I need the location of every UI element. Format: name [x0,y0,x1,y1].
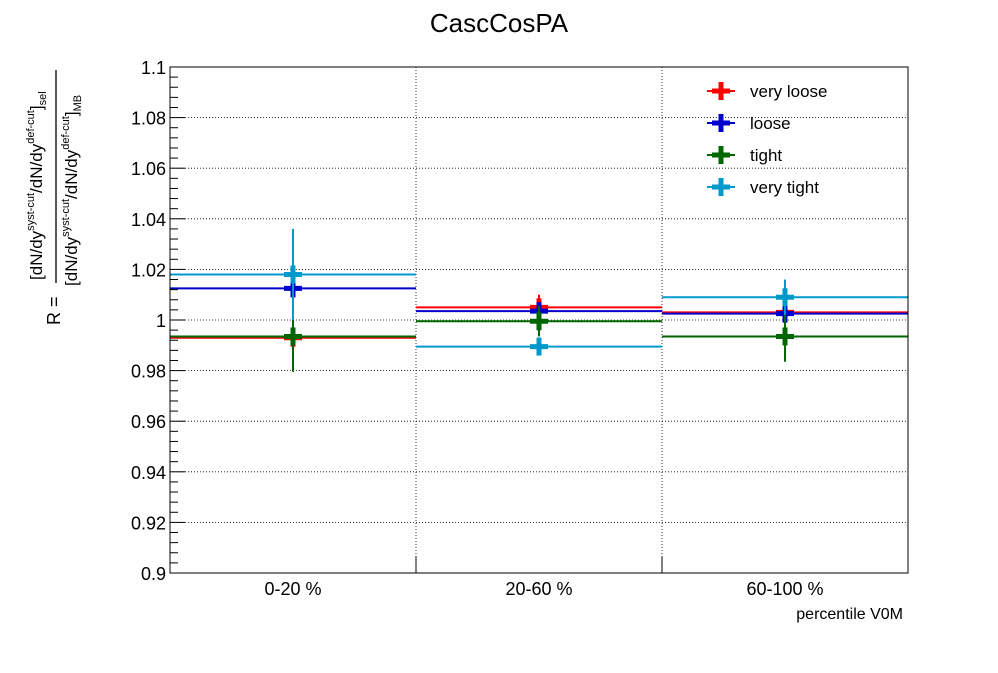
chart-title: CascCosPA [430,8,569,38]
series-layer [170,228,908,372]
y-tick-label: 0.92 [131,513,166,533]
x-tick-label: 60-100 % [746,579,823,599]
y-tick-label: 1.06 [131,159,166,179]
y-tick-label: 0.9 [141,564,166,584]
y-tick-label: 1.08 [131,109,166,129]
y-tick-label: 0.98 [131,362,166,382]
y-tick-label: 1.02 [131,260,166,280]
x-tick-label: 0-20 % [264,579,321,599]
y-tick-label: 0.94 [131,463,166,483]
y-tick-label: 1 [156,311,166,331]
x-axis-label: percentile V0M [796,606,903,623]
legend-label: loose [750,114,791,133]
series-very-tight [170,228,908,356]
x-tick-label: 20-60 % [505,579,572,599]
y-label-denominator: [dN/dysyst-cut/dN/dydef-cut]MB [60,95,84,286]
series-tight [170,301,908,372]
y-axis-label: R = [dN/dysyst-cut/dN/dydef-cut]sel [dN/… [25,70,84,325]
y-tick-label: 1.04 [131,210,166,230]
y-tick-label: 0.96 [131,412,166,432]
legend-label: very tight [750,178,819,197]
legend-label: very loose [750,82,827,101]
legend: very loose loose tight very tight [707,82,827,197]
y-tick-label: 1.1 [141,58,166,78]
axes: 0.9 0.92 0.94 0.96 0.98 1 1.02 1.04 1.06 1.08 1.1 0… [131,58,824,599]
legend-label: tight [750,146,782,165]
y-label-r-equals: R = [44,296,64,325]
y-label-numerator: [dN/dysyst-cut/dN/dydef-cut]sel [25,91,49,280]
grid-lines [170,67,908,573]
